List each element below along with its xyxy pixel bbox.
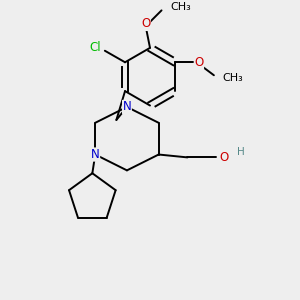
Text: N: N (91, 148, 100, 161)
Text: Cl: Cl (89, 41, 100, 54)
Text: N: N (123, 100, 131, 113)
Text: H: H (237, 147, 245, 157)
Text: O: O (141, 17, 150, 30)
Text: CH₃: CH₃ (223, 73, 243, 83)
Text: O: O (219, 151, 228, 164)
Text: CH₃: CH₃ (170, 2, 191, 13)
Text: O: O (194, 56, 203, 69)
